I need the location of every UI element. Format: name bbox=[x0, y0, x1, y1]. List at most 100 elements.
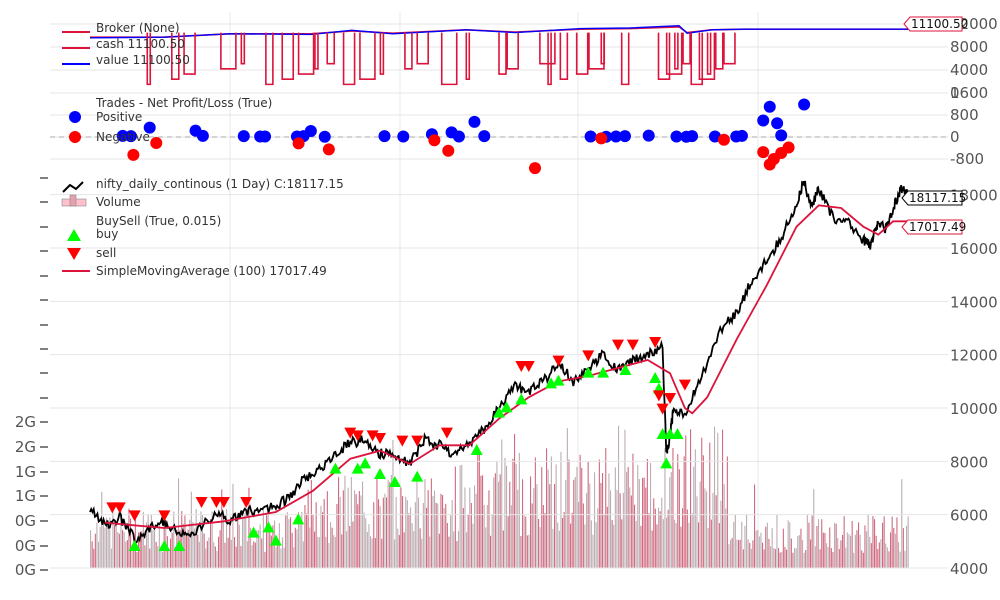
volume-bar bbox=[104, 527, 106, 568]
volume-bar bbox=[486, 505, 488, 568]
volume-bar bbox=[782, 528, 784, 568]
negative-trade-marker bbox=[322, 143, 335, 156]
broker-cash-dip bbox=[657, 32, 671, 80]
volume-bar bbox=[237, 518, 239, 568]
volume-bar bbox=[123, 532, 125, 568]
volume-bar bbox=[542, 505, 544, 568]
volume-bar bbox=[682, 508, 684, 568]
volume-bar bbox=[216, 550, 218, 568]
volume-y-tick: 2G bbox=[15, 438, 36, 456]
volume-bar bbox=[704, 488, 706, 568]
volume-bar bbox=[251, 545, 253, 568]
buy-marker bbox=[411, 470, 424, 482]
broker-cash-dip bbox=[620, 32, 630, 86]
volume-bar bbox=[128, 508, 130, 568]
volume-bar bbox=[862, 552, 864, 568]
price-legend-label: Volume bbox=[96, 195, 141, 209]
volume-bar bbox=[267, 511, 269, 568]
volume-bar bbox=[646, 458, 648, 568]
volume-bar bbox=[656, 524, 658, 568]
broker-cash-dip bbox=[690, 32, 704, 86]
buy-marker bbox=[470, 444, 483, 455]
sell-marker bbox=[678, 379, 691, 391]
volume-bar bbox=[208, 537, 210, 568]
positive-trade-marker bbox=[642, 129, 655, 142]
buy-marker bbox=[649, 372, 662, 383]
volume-bar bbox=[310, 480, 312, 568]
price-legend-label: BuySell (True, 0.015) bbox=[96, 214, 221, 228]
volume-bar bbox=[771, 528, 773, 568]
sell-marker bbox=[652, 390, 665, 402]
volume-bar bbox=[858, 522, 860, 568]
volume-bar bbox=[302, 541, 304, 568]
volume-bar bbox=[413, 531, 415, 568]
volume-bar bbox=[533, 488, 535, 568]
buy-marker bbox=[500, 401, 513, 413]
close-price-line bbox=[89, 180, 909, 544]
volume-bar bbox=[802, 540, 804, 568]
volume-bar bbox=[499, 474, 501, 568]
volume-bar bbox=[581, 467, 583, 568]
volume-bar bbox=[720, 500, 722, 568]
volume-bar bbox=[618, 425, 620, 568]
volume-bar bbox=[726, 456, 728, 568]
negative-trade-marker bbox=[428, 134, 441, 147]
volume-bar bbox=[443, 508, 445, 568]
volume-bar bbox=[243, 513, 245, 568]
broker-cash-dip bbox=[404, 32, 413, 70]
volume-bar bbox=[291, 532, 293, 568]
broker-y-tick: 4000 bbox=[950, 61, 988, 79]
volume-bar bbox=[790, 538, 792, 568]
volume-bar bbox=[738, 540, 740, 568]
volume-bar bbox=[387, 480, 389, 568]
volume-bar bbox=[501, 439, 503, 568]
volume-bar bbox=[763, 549, 765, 568]
volume-bars bbox=[90, 425, 909, 568]
volume-bar bbox=[142, 511, 144, 568]
negative-trade-marker bbox=[528, 162, 541, 175]
sell-marker bbox=[611, 339, 624, 351]
volume-y-axis: 0G 0G 0G 1G 1G 2G 2G bbox=[15, 413, 36, 579]
volume-bar bbox=[835, 523, 837, 568]
volume-bar bbox=[475, 493, 477, 568]
positive-trade-marker bbox=[798, 98, 811, 111]
volume-bar bbox=[435, 502, 437, 568]
volume-bar bbox=[171, 532, 173, 568]
volume-bar bbox=[242, 518, 244, 568]
buy-marker bbox=[128, 540, 141, 551]
volume-bar bbox=[613, 524, 615, 568]
volume-bar bbox=[659, 511, 661, 568]
volume-bar bbox=[309, 527, 311, 568]
volume-bar bbox=[178, 478, 180, 568]
negative-trade-marker bbox=[717, 133, 730, 146]
sell-marker bbox=[440, 427, 453, 439]
volume-bar bbox=[382, 497, 384, 568]
volume-bar bbox=[245, 512, 247, 568]
volume-bar bbox=[550, 456, 552, 568]
volume-bar bbox=[690, 429, 692, 568]
sell-marker bbox=[351, 430, 364, 442]
volume-bar bbox=[392, 439, 394, 568]
trades-legend-label: Negative bbox=[96, 130, 150, 144]
volume-bar bbox=[282, 537, 284, 568]
price-y-tick: 4000 bbox=[950, 560, 988, 578]
volume-bar bbox=[701, 437, 703, 568]
volume-bar bbox=[469, 487, 471, 568]
volume-bar bbox=[512, 458, 514, 568]
last-close-tag: 18117.15 bbox=[901, 190, 966, 206]
volume-bar bbox=[574, 477, 576, 568]
volume-bar bbox=[619, 493, 621, 568]
sell-marker bbox=[195, 497, 208, 508]
volume-bar bbox=[246, 541, 248, 568]
volume-bar bbox=[582, 503, 584, 568]
volume-bar bbox=[467, 514, 469, 568]
volume-bar bbox=[381, 538, 383, 568]
volume-bar bbox=[893, 527, 895, 568]
negative-trade-marker bbox=[782, 141, 795, 154]
volume-bar bbox=[370, 536, 372, 568]
volume-bar bbox=[389, 482, 391, 568]
volume-bar bbox=[173, 511, 175, 568]
volume-bar bbox=[426, 507, 428, 568]
volume-bar bbox=[616, 490, 618, 568]
